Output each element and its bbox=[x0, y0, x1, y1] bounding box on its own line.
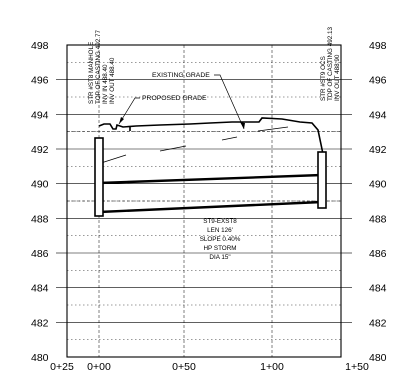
elevation-label-right: 490 bbox=[369, 179, 387, 191]
manhole-label-line-3: INV IN 488.40 bbox=[102, 64, 109, 104]
manhole-label-line-4: INV OUT 488.40 bbox=[109, 57, 116, 104]
ocs-label-line-2: TOP OF CASTING 492.13 bbox=[327, 27, 334, 101]
station-label: 0+25 bbox=[50, 361, 74, 373]
existing-grade-leader bbox=[214, 74, 245, 130]
existing-grade-line bbox=[98, 117, 324, 155]
proposed-grade-segment bbox=[221, 136, 238, 141]
elevation-label-left: 488 bbox=[31, 213, 49, 225]
pipe-label-line-2: LEN 126' bbox=[207, 227, 233, 234]
elevation-label-left: 490 bbox=[31, 179, 49, 191]
pipe-label-line-5: DIA 15" bbox=[209, 254, 230, 261]
elevation-label-right: 486 bbox=[369, 248, 387, 260]
pipe-label: ST9-EXST8 LEN 126' SLOPE 0.40% HP STORM … bbox=[200, 218, 241, 261]
right-elevation-labels: 498 496 494 492 490 488 486 484 482 480 bbox=[369, 40, 387, 364]
elevation-label-left: 484 bbox=[31, 283, 49, 295]
proposed-grade-segment bbox=[257, 126, 289, 132]
manhole-label-line-1: STR #ST8 MANHOLE bbox=[88, 42, 95, 104]
station-label: 1+00 bbox=[260, 361, 284, 373]
proposed-grade-segment bbox=[159, 145, 187, 152]
elevation-label-left: 486 bbox=[31, 248, 49, 260]
elevation-label-left: 496 bbox=[31, 75, 49, 87]
elevation-label-left: 482 bbox=[31, 317, 49, 329]
proposed-grade-label: PROPOSED GRADE bbox=[142, 95, 207, 102]
elevation-label-right: 484 bbox=[369, 283, 387, 295]
station-label: 1+50 bbox=[345, 361, 369, 373]
existing-grade-path bbox=[98, 117, 324, 155]
existing-grade-arrowhead bbox=[240, 122, 245, 129]
left-elevation-labels: 498 496 494 492 490 488 486 484 482 480 bbox=[31, 40, 49, 364]
pipe-label-line-1: ST9-EXST8 bbox=[203, 218, 237, 225]
elevation-label-left: 494 bbox=[31, 109, 49, 121]
profile-frame bbox=[66, 44, 342, 358]
station-labels: 0+25 0+00 0+50 1+00 1+50 bbox=[50, 361, 369, 373]
pipe-label-line-3: SLOPE 0.40% bbox=[200, 236, 241, 243]
pipe-profile bbox=[98, 173, 323, 214]
existing-grade-label: EXISTING GRADE bbox=[152, 72, 210, 79]
manhole-label-line-2: TOP OF CASTING 492.77 bbox=[95, 30, 102, 104]
elevation-label-right: 480 bbox=[369, 352, 387, 364]
elevation-label-right: 482 bbox=[369, 317, 387, 329]
ocs-label-line-3: INV OUT 488.90 bbox=[334, 54, 341, 101]
proposed-grade-leader bbox=[118, 97, 140, 125]
proposed-grade-segment bbox=[100, 154, 127, 164]
elevation-label-left: 498 bbox=[31, 40, 49, 52]
pipe-crown-line bbox=[98, 173, 323, 185]
proposed-grade-line bbox=[100, 126, 289, 164]
manhole-structure bbox=[94, 137, 104, 217]
proposed-grade-arrowhead bbox=[119, 117, 124, 124]
station-label: 0+50 bbox=[172, 361, 196, 373]
ocs-label-line-1: STR #ST9 OCS bbox=[320, 56, 327, 101]
pipe-label-line-4: HP STORM bbox=[203, 245, 236, 252]
ocs-structure bbox=[317, 151, 327, 209]
station-label: 0+00 bbox=[87, 361, 111, 373]
elevation-label-right: 494 bbox=[369, 109, 387, 121]
pipe-invert-line bbox=[98, 200, 323, 214]
elevation-label-left: 492 bbox=[31, 144, 49, 156]
elevation-label-right: 492 bbox=[369, 144, 387, 156]
elevation-label-right: 488 bbox=[369, 213, 387, 225]
elevation-label-left: 480 bbox=[31, 352, 49, 364]
elevation-label-right: 496 bbox=[369, 75, 387, 87]
elevation-label-right: 498 bbox=[369, 40, 387, 52]
